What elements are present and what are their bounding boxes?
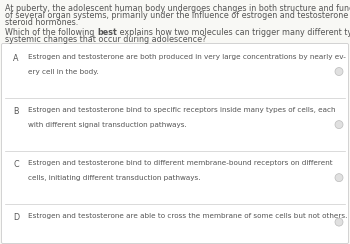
Text: Estrogen and testosterone are able to cross the membrane of some cells but not o: Estrogen and testosterone are able to cr… [28,214,347,219]
Text: At puberty, the adolescent human body undergoes changes in both structure and fu: At puberty, the adolescent human body un… [5,4,350,13]
Text: Estrogen and testosterone bind to different membrane-bound receptors on differen: Estrogen and testosterone bind to differ… [28,160,332,166]
Text: C: C [13,160,19,169]
Text: ery cell in the body.: ery cell in the body. [28,69,99,75]
Text: best: best [97,28,117,37]
Text: A: A [13,54,19,63]
Text: B: B [13,107,19,116]
Text: of several organ systems, primarily under the influence of estrogen and testoste: of several organ systems, primarily unde… [5,11,348,20]
Text: Estrogen and testosterone are both produced in very large concentrations by near: Estrogen and testosterone are both produ… [28,54,346,60]
Text: Estrogen and testosterone bind to specific receptors inside many types of cells,: Estrogen and testosterone bind to specif… [28,107,336,113]
Text: D: D [13,214,19,223]
Circle shape [335,218,343,226]
Text: steroid hormones.: steroid hormones. [5,18,78,27]
Text: Which of the following: Which of the following [5,28,97,37]
Circle shape [335,174,343,182]
Text: cells, initiating different transduction pathways.: cells, initiating different transduction… [28,175,201,181]
Text: systemic changes that occur during adolescence?: systemic changes that occur during adole… [5,35,206,44]
FancyBboxPatch shape [1,43,349,244]
Circle shape [335,68,343,76]
Circle shape [335,121,343,129]
Text: with different signal transduction pathways.: with different signal transduction pathw… [28,122,187,128]
Text: explains how two molecules can trigger many different types of: explains how two molecules can trigger m… [117,28,350,37]
